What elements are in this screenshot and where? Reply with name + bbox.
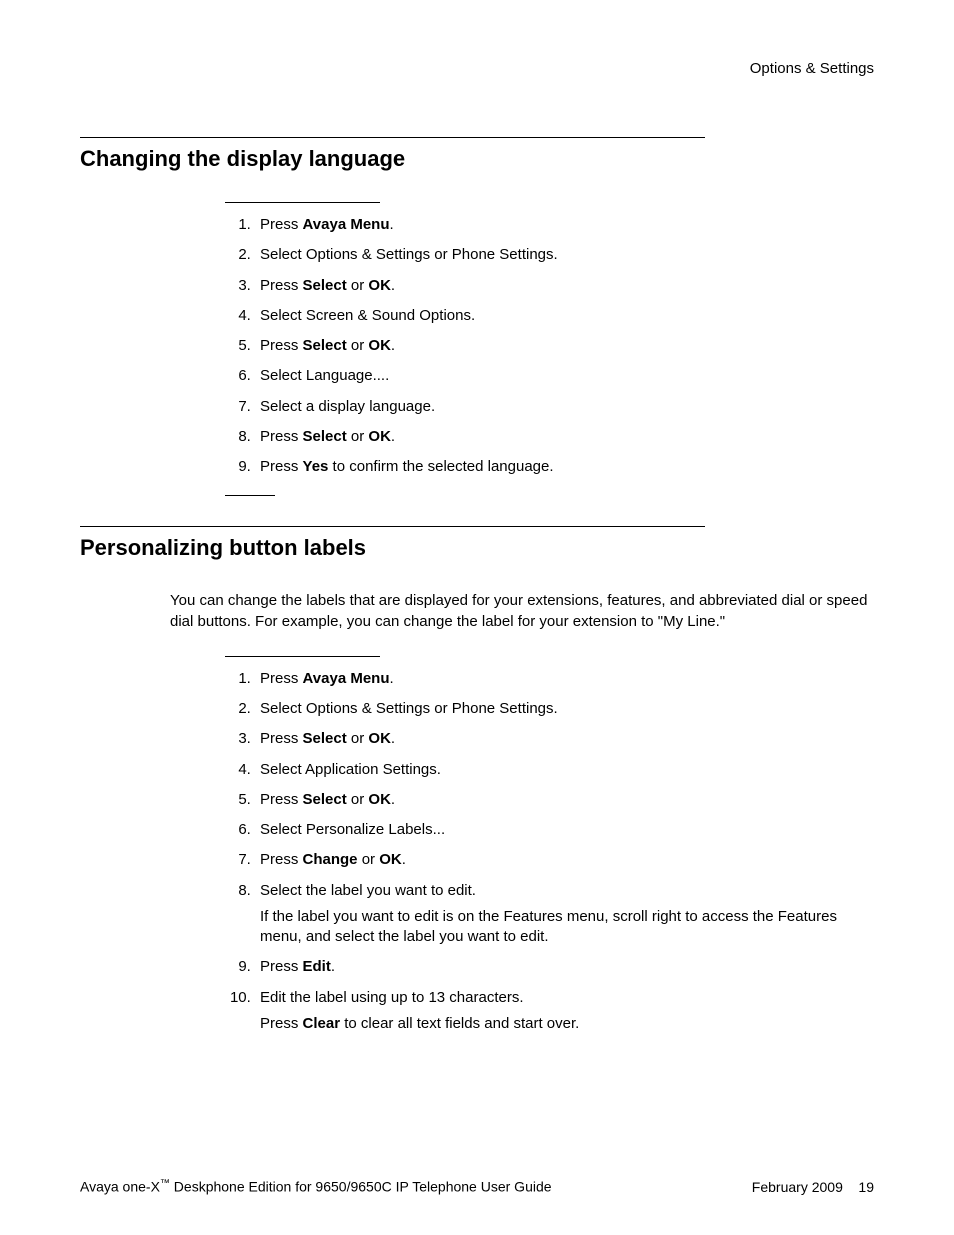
steps-list-labels: Press Avaya Menu. Select Options & Settin… [225,669,874,1034]
footer-prefix: Avaya one-X [80,1179,160,1195]
section-rule [80,137,705,138]
steps-top-rule [225,656,380,657]
step-item: Press Select or OK. [255,427,844,447]
steps-list-language: Press Avaya Menu. Select Options & Settin… [225,215,874,477]
step-item: Press Select or OK. [255,276,844,296]
footer-title: Avaya one-X™ Deskphone Edition for 9650/… [80,1178,552,1195]
step-item: Edit the label using up to 13 characters… [255,988,844,1035]
footer-date: February 2009 [752,1179,843,1195]
step-item: Press Avaya Menu. [255,669,844,689]
step-item: Press Select or OK. [255,729,844,749]
step-item: Select Personalize Labels... [255,820,844,840]
step-item: Press Yes to confirm the selected langua… [255,457,844,477]
step-subtext: If the label you want to edit is on the … [260,907,844,948]
step-item: Select Options & Settings or Phone Setti… [255,699,844,719]
step-item: Select Options & Settings or Phone Setti… [255,245,844,265]
step-item: Press Select or OK. [255,790,844,810]
step-item: Select a display language. [255,397,844,417]
section-title-language: Changing the display language [80,146,874,172]
footer-suffix: Deskphone Edition for 9650/9650C IP Tele… [170,1179,552,1195]
step-item: Press Avaya Menu. [255,215,844,235]
section-intro: You can change the labels that are displ… [170,591,874,632]
step-subtext: Press Clear to clear all text fields and… [260,1014,844,1034]
header-category: Options & Settings [80,60,874,77]
footer-meta: February 2009 19 [752,1179,874,1195]
step-item: Select Screen & Sound Options. [255,306,844,326]
steps-top-rule [225,202,380,203]
step-item: Select Application Settings. [255,760,844,780]
steps-bottom-rule [225,495,275,496]
section-title-labels: Personalizing button labels [80,535,874,561]
page-number: 19 [858,1179,874,1195]
step-item: Select the label you want to edit.If the… [255,881,844,948]
step-item: Press Edit. [255,957,844,977]
step-item: Press Change or OK. [255,850,844,870]
page-footer: Avaya one-X™ Deskphone Edition for 9650/… [80,1178,874,1195]
trademark-symbol: ™ [160,1178,170,1189]
section-rule [80,526,705,527]
step-item: Press Select or OK. [255,336,844,356]
step-item: Select Language.... [255,366,844,386]
